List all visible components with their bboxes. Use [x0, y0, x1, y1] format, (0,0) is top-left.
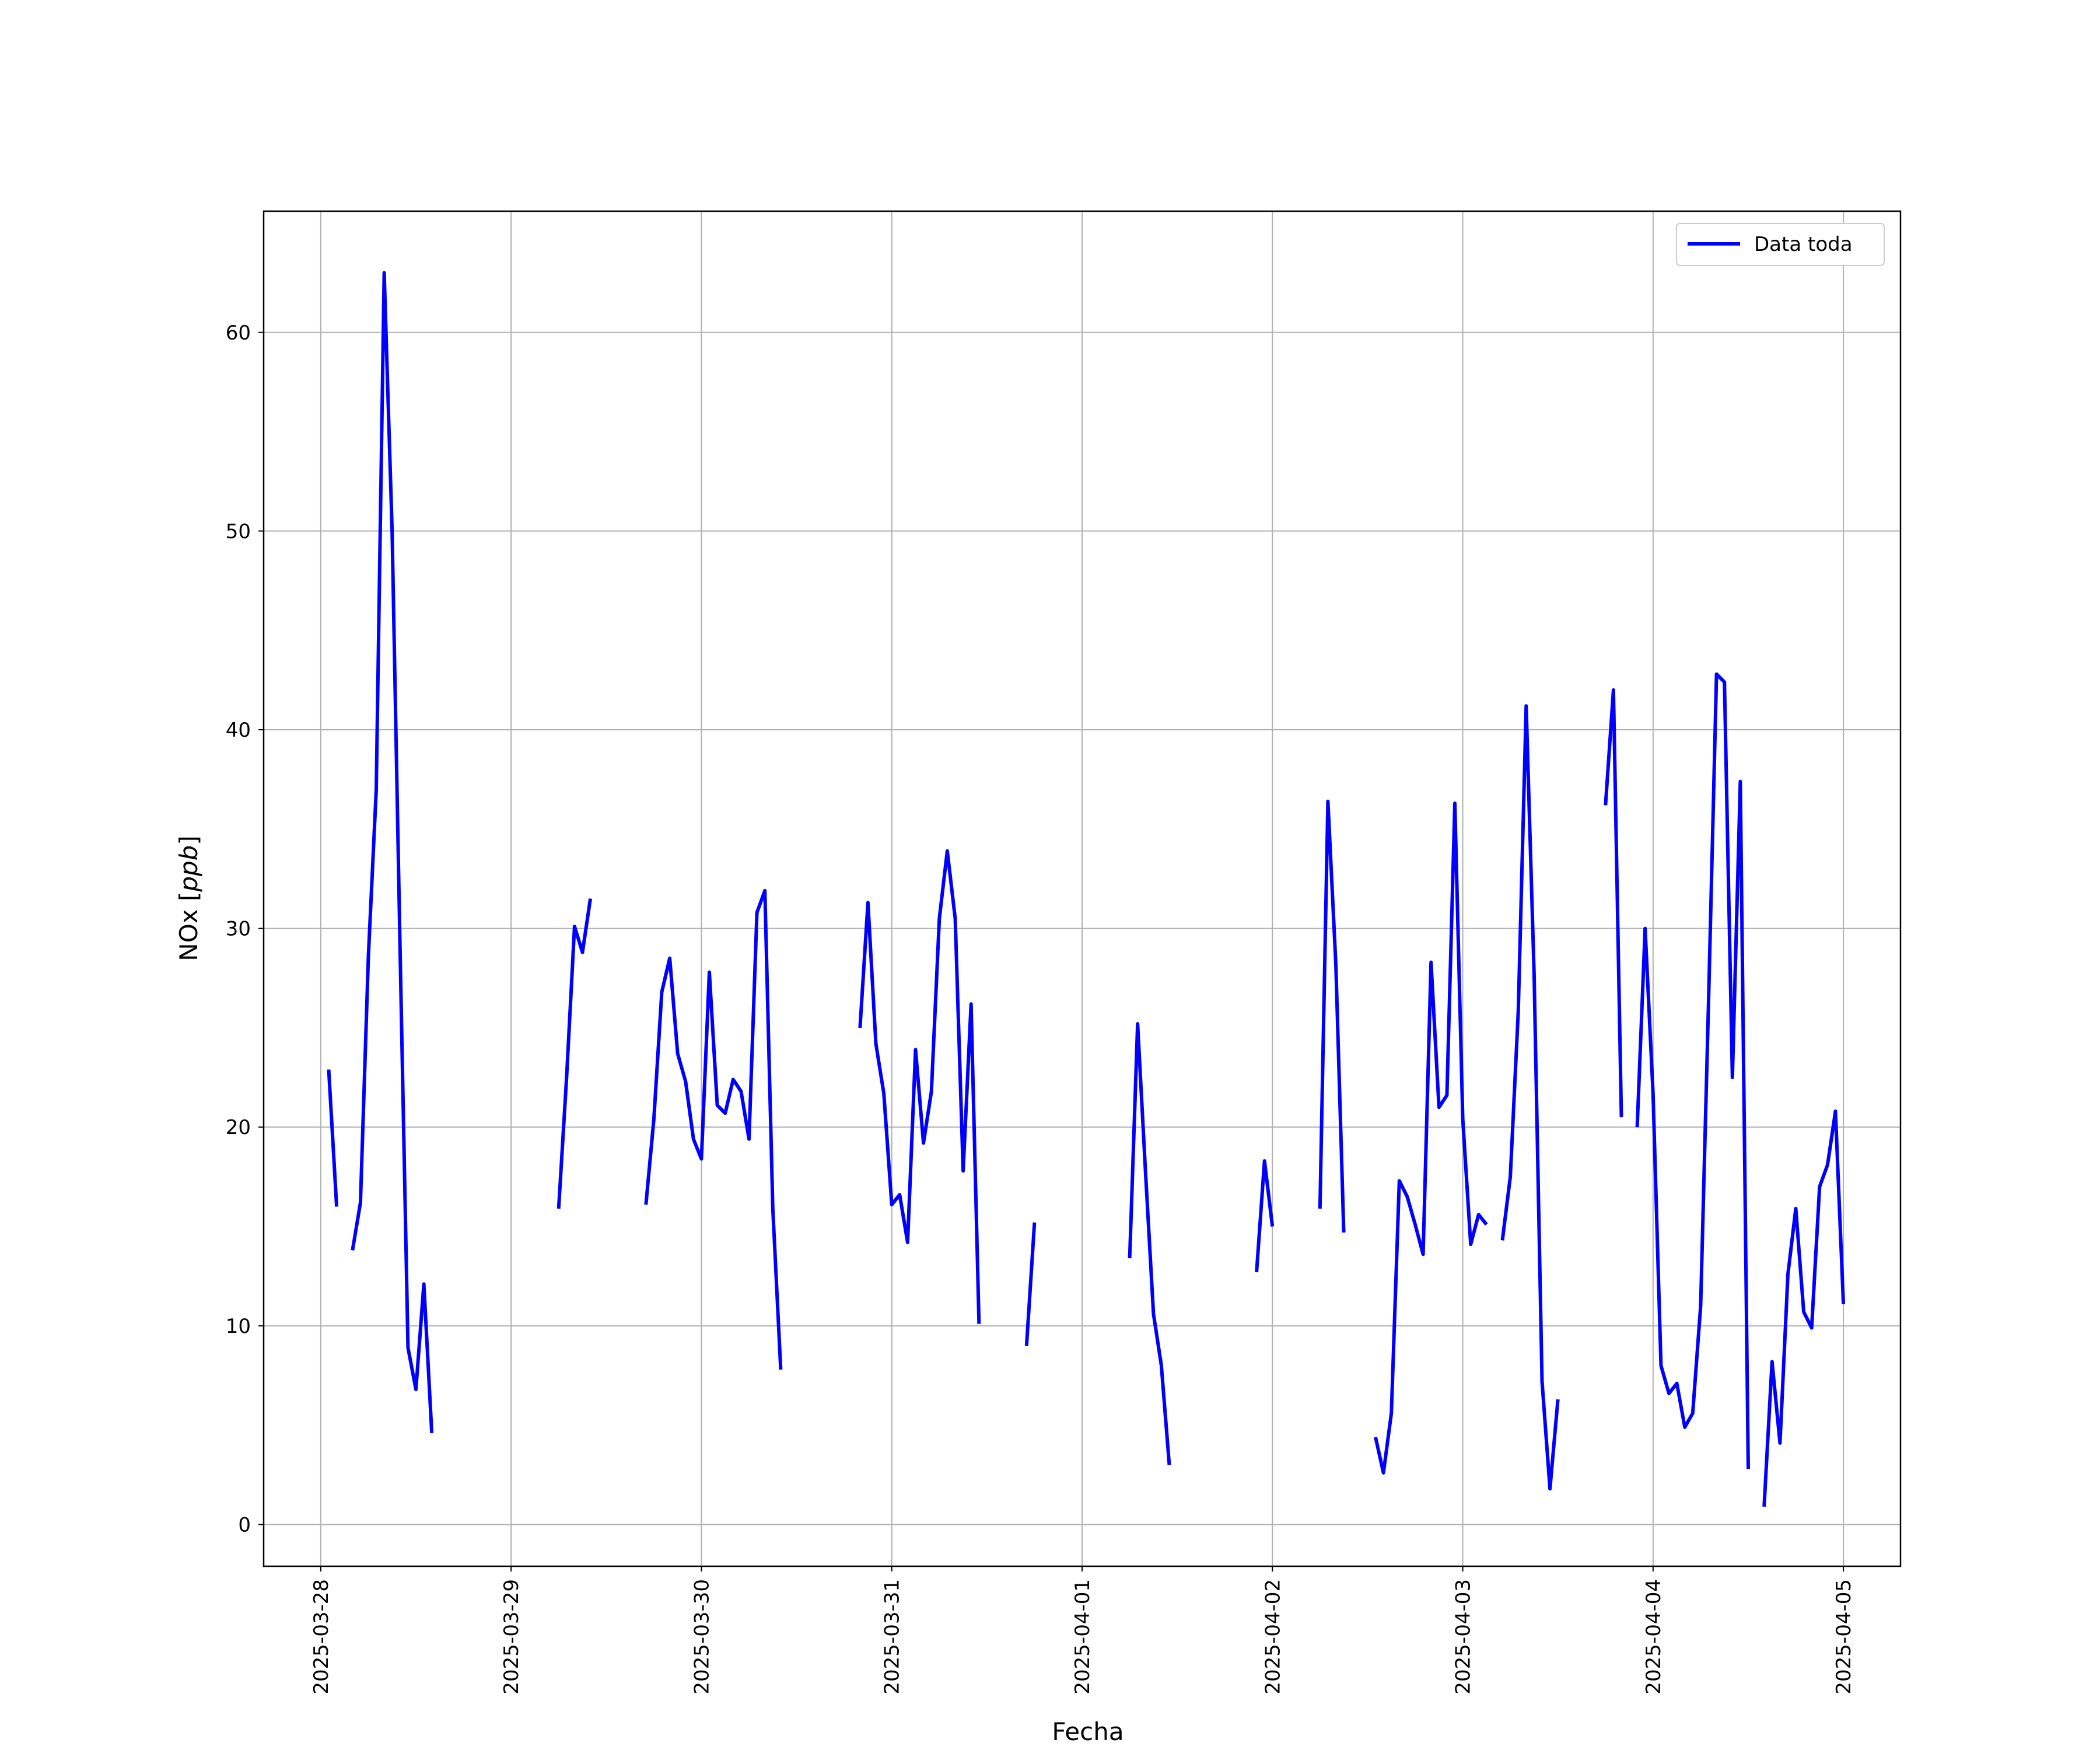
legend-label-data-toda: Data toda — [1754, 233, 1853, 256]
series-0-segment-8 — [1318, 799, 1346, 1233]
y-tick-label-10: 10 — [226, 1315, 251, 1338]
y-tick-label-50: 50 — [226, 520, 251, 543]
series-0-segment-13 — [1762, 1110, 1846, 1507]
series-0-segment-3 — [644, 888, 783, 1370]
x-tick-label-2025-04-05: 2025-04-05 — [1832, 1579, 1856, 1695]
series-0-segment-5 — [1024, 1222, 1037, 1346]
grid-lines — [264, 211, 1901, 1566]
x-tick-label-2025-03-30: 2025-03-30 — [690, 1579, 713, 1695]
legend-box — [1676, 223, 1885, 266]
y-axis-title-bracket-close: ] — [174, 835, 203, 845]
x-tick-label-2025-03-31: 2025-03-31 — [881, 1579, 904, 1695]
series-0-segment-10 — [1500, 704, 1560, 1491]
x-tick-label-2025-03-29: 2025-03-29 — [500, 1579, 523, 1695]
y-axis-title-text: NOx — [174, 901, 203, 961]
x-tick-label-2025-04-04: 2025-04-04 — [1642, 1579, 1665, 1695]
series-data-toda — [327, 271, 1846, 1507]
y-axis-ticks: 0 10 20 30 40 50 60 — [226, 321, 264, 1536]
series-0-segment-12 — [1635, 672, 1750, 1469]
series-0-segment-2 — [556, 898, 593, 1209]
y-tick-label-40: 40 — [226, 719, 251, 742]
series-0-segment-1 — [351, 271, 434, 1433]
y-axis-title: NOx [ppb] — [174, 835, 203, 961]
x-axis-title: Fecha — [1052, 1717, 1124, 1746]
x-tick-label-2025-04-02: 2025-04-02 — [1261, 1579, 1284, 1695]
x-axis-ticks: 2025-03-28 2025-03-29 2025-03-30 2025-03-31… — [310, 1566, 1856, 1695]
y-tick-label-20: 20 — [226, 1116, 251, 1139]
x-tick-label-2025-04-03: 2025-04-03 — [1452, 1579, 1475, 1695]
series-0-segment-6 — [1128, 1022, 1171, 1465]
series-0-segment-9 — [1374, 802, 1488, 1475]
x-tick-label-2025-03-28: 2025-03-28 — [310, 1579, 333, 1695]
series-0-segment-7 — [1255, 1159, 1275, 1273]
y-tick-label-30: 30 — [226, 918, 251, 941]
y-axis-title-bracket-open: [ — [174, 892, 203, 901]
series-0-segment-11 — [1604, 688, 1623, 1118]
legend: Data toda — [1676, 223, 1885, 266]
y-axis-title-unit: ppb — [174, 845, 203, 892]
series-0-segment-4 — [858, 849, 981, 1324]
x-tick-label-2025-04-01: 2025-04-01 — [1071, 1579, 1094, 1695]
series-0-segment-0 — [327, 1069, 339, 1207]
y-tick-label-0: 0 — [238, 1513, 251, 1536]
y-tick-label-60: 60 — [226, 321, 251, 345]
